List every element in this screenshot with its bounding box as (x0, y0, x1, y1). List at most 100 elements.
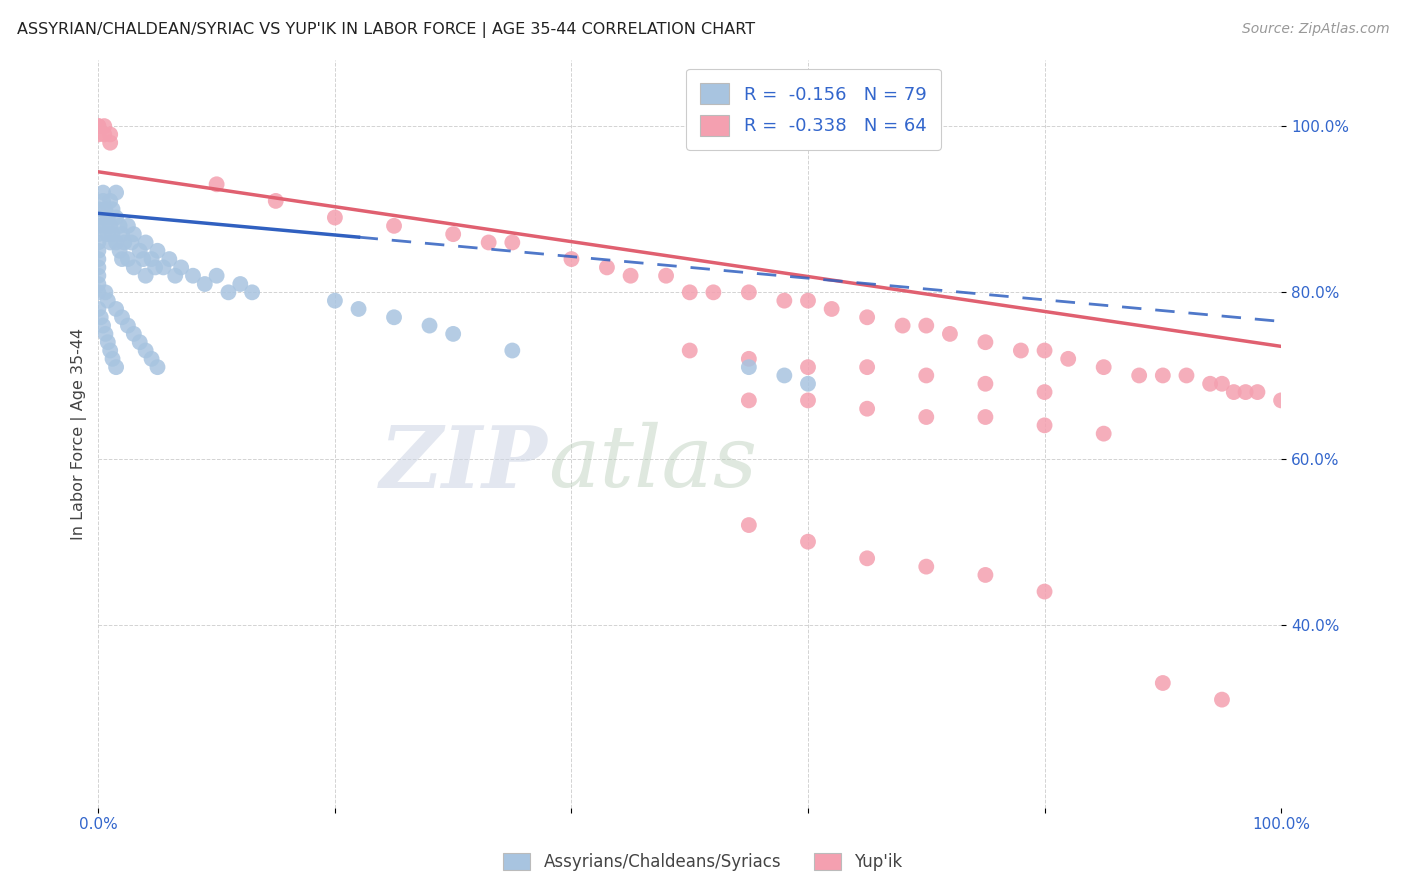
Point (128, 335, 150, 350)
Point (679, 285, 702, 300)
Point (105, 301, 128, 316)
Point (117, 219, 139, 233)
Point (87, 202, 110, 217)
Point (264, 194, 287, 208)
Point (821, 301, 844, 316)
Point (797, 534, 820, 549)
Point (105, 235, 128, 250)
Legend: Assyrians/Chaldeans/Syriacs, Yup'ik: Assyrians/Chaldeans/Syriacs, Yup'ik (495, 845, 911, 880)
Point (738, 285, 761, 300)
Point (91, 211, 114, 225)
Point (1270, 393, 1292, 408)
Point (1234, 385, 1257, 400)
Point (797, 376, 820, 391)
Point (418, 318, 440, 333)
Point (98, 235, 121, 250)
Point (382, 219, 405, 233)
Point (87, 235, 110, 250)
Point (108, 219, 131, 233)
Point (915, 318, 938, 333)
Point (143, 260, 166, 275)
Point (1033, 343, 1056, 358)
Point (87, 277, 110, 291)
Point (738, 360, 761, 375)
Point (111, 310, 134, 325)
Point (1211, 376, 1233, 391)
Point (94, 219, 117, 233)
Point (1010, 343, 1032, 358)
Point (915, 410, 938, 425)
Legend: R =  -0.156   N = 79, R =  -0.338   N = 64: R = -0.156 N = 79, R = -0.338 N = 64 (686, 69, 941, 150)
Point (347, 301, 370, 316)
Point (738, 518, 761, 533)
Point (323, 293, 346, 308)
Point (87, 128, 110, 142)
Point (170, 260, 193, 275)
Point (229, 277, 252, 291)
Point (87, 252, 110, 266)
Point (1175, 368, 1198, 383)
Point (98, 194, 121, 208)
Point (974, 376, 997, 391)
Point (152, 260, 174, 275)
Point (98, 136, 121, 150)
Point (87, 260, 110, 275)
Point (93, 128, 115, 142)
Point (98, 343, 121, 358)
Point (101, 202, 124, 217)
Point (146, 244, 169, 258)
Point (441, 326, 464, 341)
Point (939, 326, 962, 341)
Point (797, 393, 820, 408)
Point (619, 268, 641, 283)
Point (856, 401, 879, 416)
Point (1223, 385, 1246, 400)
Point (181, 268, 204, 283)
Point (478, 235, 501, 250)
Point (101, 351, 124, 366)
Point (974, 335, 997, 350)
Point (738, 393, 761, 408)
Point (122, 227, 145, 242)
Point (165, 268, 187, 283)
Point (773, 368, 796, 383)
Point (441, 227, 464, 242)
Point (501, 235, 523, 250)
Point (94, 326, 117, 341)
Point (105, 360, 128, 375)
Point (97, 211, 120, 225)
Point (101, 227, 124, 242)
Point (146, 360, 169, 375)
Point (141, 252, 163, 266)
Point (1128, 368, 1150, 383)
Point (915, 368, 938, 383)
Point (94, 202, 117, 217)
Point (135, 343, 157, 358)
Point (112, 235, 135, 250)
Point (141, 351, 163, 366)
Text: ZIP: ZIP (380, 422, 548, 505)
Point (157, 252, 180, 266)
Point (382, 310, 405, 325)
Point (217, 285, 239, 300)
Point (596, 260, 619, 275)
Point (560, 252, 582, 266)
Point (1033, 584, 1056, 599)
Point (1152, 676, 1174, 690)
Point (97, 335, 120, 350)
Point (1211, 692, 1233, 706)
Point (90, 310, 112, 325)
Point (91, 194, 114, 208)
Point (915, 559, 938, 574)
Point (738, 351, 761, 366)
Point (856, 360, 879, 375)
Point (97, 293, 120, 308)
Point (121, 235, 143, 250)
Point (87, 119, 110, 133)
Y-axis label: In Labor Force | Age 35-44: In Labor Force | Age 35-44 (72, 327, 87, 540)
Point (323, 211, 346, 225)
Point (1033, 385, 1056, 400)
Point (87, 301, 110, 316)
Point (94, 285, 117, 300)
Point (1199, 376, 1222, 391)
